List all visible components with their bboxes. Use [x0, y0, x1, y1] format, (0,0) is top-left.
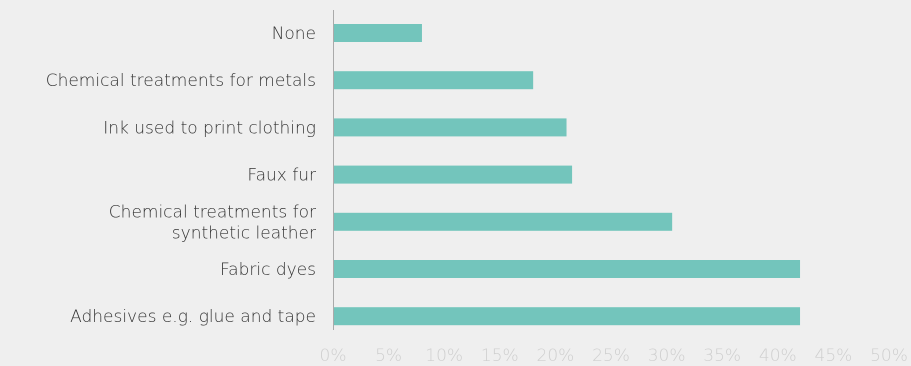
bars: [334, 24, 801, 326]
bar-3: [334, 165, 573, 184]
x-tick-label-4: 20%: [537, 346, 575, 366]
x-tick-label-0: 0%: [320, 346, 347, 366]
x-tick-label-8: 40%: [759, 346, 797, 366]
category-labels: None Chemical treatments for metals Ink us…: [46, 24, 316, 327]
category-label-4: Chemical treatments for synthetic leather: [109, 202, 316, 243]
bar-1: [334, 71, 534, 90]
category-label-line: Chemical treatments for metals: [46, 71, 316, 91]
x-tick-label-6: 30%: [648, 346, 686, 366]
category-label-0: None: [272, 24, 316, 44]
x-tick-label-2: 10%: [425, 346, 463, 366]
x-tick-label-5: 25%: [592, 346, 630, 366]
bar-6: [334, 307, 801, 326]
category-label-line: Adhesives e.g. glue and tape: [70, 307, 316, 327]
category-label-5: Fabric dyes: [220, 260, 316, 280]
bar-4: [334, 212, 673, 231]
bar-2: [334, 118, 567, 137]
category-label-6: Adhesives e.g. glue and tape: [70, 307, 316, 327]
x-tick-label-7: 35%: [703, 346, 741, 366]
x-tick-label-9: 45%: [815, 346, 853, 366]
bar-0: [334, 24, 422, 42]
category-label-line: None: [272, 24, 316, 44]
x-tick-label-10: 50%: [870, 346, 908, 366]
category-label-line: synthetic leather: [172, 223, 316, 243]
category-label-2: Ink used to print clothing: [103, 118, 316, 138]
category-label-line: Faux fur: [247, 166, 316, 186]
category-label-line: Chemical treatments for: [109, 202, 316, 222]
bar-5: [334, 260, 801, 278]
x-tick-label-1: 5%: [375, 346, 402, 366]
x-tick-label-3: 15%: [481, 346, 519, 366]
category-label-3: Faux fur: [247, 166, 316, 186]
category-label-line: Fabric dyes: [220, 260, 316, 280]
x-axis-ticks: 0% 5% 10% 15% 20% 25% 30% 35% 40% 45% 50%: [320, 346, 908, 366]
category-label-line: Ink used to print clothing: [103, 118, 316, 138]
category-label-1: Chemical treatments for metals: [46, 71, 316, 91]
